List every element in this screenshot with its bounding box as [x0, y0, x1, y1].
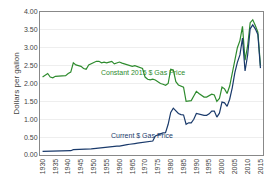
svg-text:2000: 2000 [218, 159, 225, 175]
svg-text:2010: 2010 [244, 159, 251, 175]
svg-text:1.00: 1.00 [24, 116, 38, 123]
svg-text:0.50: 0.50 [24, 134, 38, 141]
svg-text:1980: 1980 [167, 159, 174, 175]
svg-text:1990: 1990 [193, 159, 200, 175]
svg-text:1960: 1960 [116, 159, 123, 175]
svg-text:1950: 1950 [90, 159, 97, 175]
svg-text:2005: 2005 [231, 159, 238, 175]
svg-text:3.50: 3.50 [24, 26, 38, 33]
svg-text:2015: 2015 [257, 159, 264, 175]
svg-text:Dollars per gallon: Dollars per gallon [12, 52, 21, 114]
svg-text:1945: 1945 [77, 159, 84, 175]
svg-text:Current $ Gas Price: Current $ Gas Price [111, 132, 173, 139]
svg-text:1.50: 1.50 [24, 98, 38, 105]
svg-text:Constant 2015 $ Gas Price: Constant 2015 $ Gas Price [101, 69, 185, 76]
svg-text:2.00: 2.00 [24, 80, 38, 87]
svg-text:1930: 1930 [39, 159, 46, 175]
svg-text:1965: 1965 [129, 159, 136, 175]
svg-text:1955: 1955 [103, 159, 110, 175]
svg-text:1940: 1940 [64, 159, 71, 175]
svg-text:1985: 1985 [180, 159, 187, 175]
svg-text:1935: 1935 [52, 159, 59, 175]
svg-text:3.00: 3.00 [24, 44, 38, 51]
svg-text:2.50: 2.50 [24, 62, 38, 69]
svg-text:1970: 1970 [141, 159, 148, 175]
svg-text:1975: 1975 [154, 159, 161, 175]
svg-text:1995: 1995 [205, 159, 212, 175]
svg-text:0.00: 0.00 [24, 151, 38, 158]
svg-text:4.00: 4.00 [24, 8, 38, 15]
